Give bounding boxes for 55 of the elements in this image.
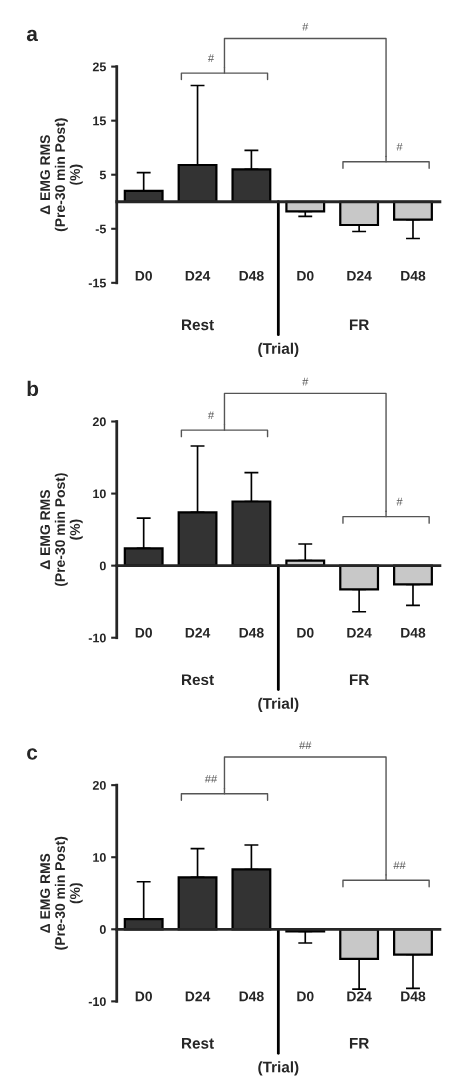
annotation: ##	[393, 861, 406, 870]
x-tick-label: D0	[135, 270, 152, 281]
text: #	[207, 54, 215, 62]
text: (Trial)	[258, 342, 299, 357]
y-tick-label: -15	[88, 278, 106, 288]
annotation: #	[396, 142, 403, 151]
chart-title: a	[26, 29, 38, 42]
text: Rest	[182, 674, 214, 686]
text: Rest	[182, 1038, 214, 1049]
x-tick-label: D24	[185, 270, 211, 281]
x-tick-label: D48	[239, 991, 264, 1002]
y-tick-label: 0	[99, 925, 106, 934]
y-tick-label: -10	[88, 633, 106, 643]
text: #	[302, 22, 309, 31]
y-tick-label: 10	[93, 853, 106, 862]
text: (Trial)	[258, 1061, 299, 1076]
text: FR	[349, 1038, 369, 1049]
y-tick-label: 0	[99, 561, 106, 571]
x-tick-label: D48	[401, 991, 426, 1002]
x-tick-label: D0	[135, 627, 152, 638]
y-axis-title: Δ EMG RMS (Pre-30 min Post) (%)	[40, 836, 83, 950]
y-tick-label: 5	[99, 170, 106, 180]
y-tick-label: 15	[93, 116, 106, 126]
x-tick-label: D0	[135, 991, 152, 1002]
x-tick-label: D0	[297, 991, 314, 1002]
x-tick-label: D24	[185, 991, 211, 1002]
x-tick-label: D24	[347, 270, 372, 281]
text: FR	[349, 674, 369, 685]
text: #	[302, 377, 309, 386]
x-tick-label: D0	[297, 627, 314, 638]
y-tick-label: -10	[88, 997, 106, 1007]
y-tick-label: -5	[95, 224, 106, 234]
x-tick-label: D24	[347, 991, 372, 1002]
text: Rest	[182, 319, 214, 331]
chart-title: c	[27, 748, 38, 760]
annotation: #	[396, 497, 403, 506]
y-tick-label: 10	[93, 489, 106, 499]
x-tick-label: D24	[347, 627, 372, 638]
x-tick-label: D48	[239, 627, 264, 638]
text: FR	[349, 319, 369, 331]
x-tick-label: D0	[297, 270, 314, 281]
text: #	[207, 411, 215, 419]
y-axis-title: Δ EMG RMS (Pre-30 min Post) (%)	[40, 473, 83, 587]
y-tick-label: 25	[92, 62, 106, 72]
y-tick-label: 20	[92, 780, 106, 790]
text: ##	[204, 775, 218, 783]
x-tick-label: D24	[185, 627, 211, 638]
text: ##	[299, 741, 312, 750]
y-axis-title: Δ EMG RMS (Pre-30 min Post) (%)	[40, 118, 83, 232]
x-tick-label: D48	[401, 627, 426, 638]
x-tick-label: D48	[239, 270, 264, 281]
chart-title: b	[27, 380, 39, 397]
y-tick-label: 20	[92, 417, 106, 427]
x-tick-label: D48	[401, 270, 426, 281]
text: (Trial)	[258, 697, 299, 712]
